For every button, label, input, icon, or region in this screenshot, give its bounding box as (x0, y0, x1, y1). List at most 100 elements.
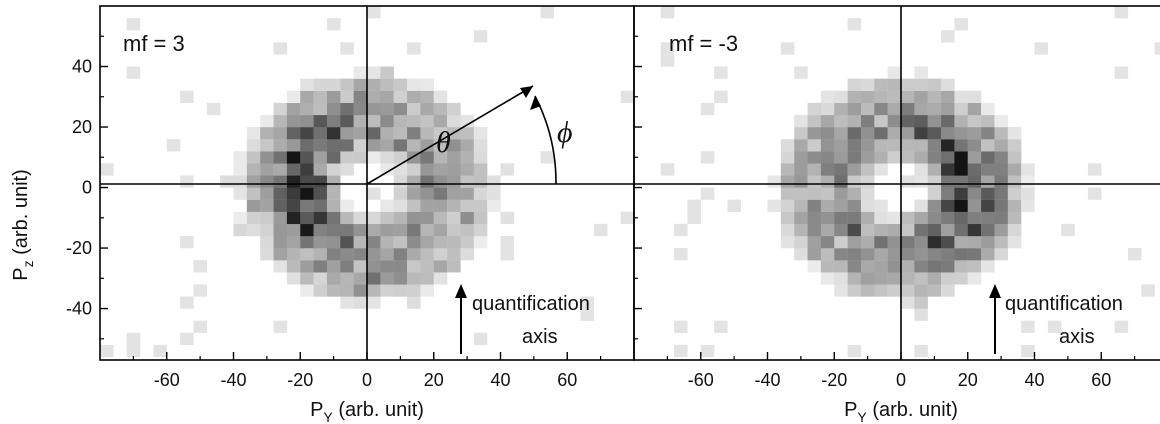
heatmap-cell (887, 284, 902, 297)
heatmap-cell (941, 102, 955, 116)
heatmap-cell (246, 139, 261, 152)
heatmap-cell (981, 175, 995, 188)
heatmap-cell (914, 139, 928, 152)
heatmap-cell (954, 211, 968, 225)
panel-label: mf = 3 (123, 31, 185, 56)
heatmap-cell (420, 127, 434, 140)
heatmap-cell (967, 199, 982, 212)
heatmap-cell (460, 223, 474, 237)
heatmap-cell (780, 199, 795, 212)
heatmap-cell (353, 235, 368, 249)
heatmap-cell (954, 18, 968, 31)
heatmap-cell (914, 248, 928, 261)
heatmap-cell (367, 66, 381, 79)
heatmap-cell (1021, 344, 1035, 358)
heatmap-cell (286, 127, 301, 140)
heatmap-cell (273, 223, 288, 237)
heatmap-cell (273, 151, 288, 164)
heatmap-cell (1127, 248, 1142, 261)
heatmap-cell (300, 151, 314, 164)
heatmap-cell (807, 127, 822, 140)
heatmap-cell (967, 248, 982, 261)
heatmap-cell (460, 163, 474, 176)
heatmap-cell (180, 332, 194, 346)
heatmap-cell (220, 175, 234, 188)
heatmap-cell (313, 223, 328, 237)
heatmap-cell (954, 248, 968, 261)
heatmap-cell (887, 102, 902, 116)
heatmap-cell (273, 248, 288, 261)
heatmap-cell (1007, 223, 1022, 237)
axis-ticks: -60 -40 -20 0 20 40 60 (634, 35, 1136, 390)
heatmap-cell (407, 127, 421, 140)
heatmap-cell (674, 223, 688, 237)
heatmap-cell (967, 151, 982, 164)
heatmap-cell (273, 163, 288, 176)
heatmap-cell (901, 272, 915, 285)
heatmap-cell (433, 223, 448, 237)
heatmap-cell (313, 272, 328, 285)
heatmap-cell (941, 223, 955, 237)
heatmap-cell (981, 187, 995, 200)
heatmap-cell (981, 235, 995, 249)
heatmap-cell (820, 211, 835, 225)
heatmap-cell (914, 223, 928, 237)
heatmap-cell (914, 102, 928, 116)
heatmap-cell (260, 175, 274, 188)
heatmap-cell (313, 151, 328, 164)
heatmap-cell (273, 42, 288, 55)
heatmap-cell (820, 199, 835, 212)
heatmap-cell (941, 163, 955, 176)
heatmap-cell (780, 211, 795, 225)
heatmap-cell (901, 114, 915, 128)
heatmap-cell (326, 78, 341, 91)
heatmap-cell (700, 344, 715, 358)
heatmap-cell (326, 260, 341, 273)
heatmap-cell (901, 223, 915, 237)
heatmap-cell (807, 187, 822, 200)
heatmap-cell (153, 344, 167, 358)
heatmap-cell (367, 78, 381, 91)
heatmap-cell (780, 223, 795, 237)
heatmap-cell (300, 272, 314, 285)
heatmap-cell (393, 223, 408, 237)
heatmap-cell (487, 175, 501, 188)
heatmap-cell (860, 139, 875, 152)
heatmap-cell (340, 223, 354, 237)
heatmap-cell (860, 284, 875, 297)
heatmap-cell (393, 199, 408, 212)
heatmap-cell (273, 187, 288, 200)
heatmap-cell (1007, 151, 1022, 164)
heatmap-cell (380, 66, 394, 79)
heatmap-cell (353, 66, 368, 79)
heatmap-cell (660, 163, 675, 176)
heatmap-cell (380, 151, 394, 164)
heatmap-cell (927, 260, 942, 273)
heatmap-cell (380, 272, 394, 285)
heatmap-cell (340, 90, 354, 104)
heatmap-cell (847, 199, 862, 212)
heatmap-cell (914, 211, 928, 225)
heatmap-cell (380, 127, 394, 140)
heatmap-cell (874, 78, 888, 91)
heatmap-cell (914, 163, 928, 176)
heatmap-cell (180, 175, 194, 188)
heatmap-cell (981, 163, 995, 176)
heatmap-cell (393, 78, 408, 91)
heatmap-cell (927, 175, 942, 188)
heatmap-cell (860, 90, 875, 104)
heatmap-cell (927, 139, 942, 152)
heatmap-cell (180, 296, 194, 309)
heatmap-cell (273, 211, 288, 225)
heatmap-cell (433, 163, 448, 176)
heatmap-cell (393, 272, 408, 285)
heatmap-cell (767, 199, 782, 212)
panel-mf-minus-3: -60 -40 -20 0 20 40 60 mf = -3 quantification … (633, 5, 1160, 424)
heatmap-cell (927, 163, 942, 176)
x-tick-label: -60 (688, 370, 714, 390)
heatmap-cell (420, 248, 434, 261)
heatmap-cell (941, 90, 955, 104)
heatmap-cell (820, 90, 835, 104)
heatmap-cell (847, 187, 862, 200)
heatmap-cell (887, 114, 902, 128)
